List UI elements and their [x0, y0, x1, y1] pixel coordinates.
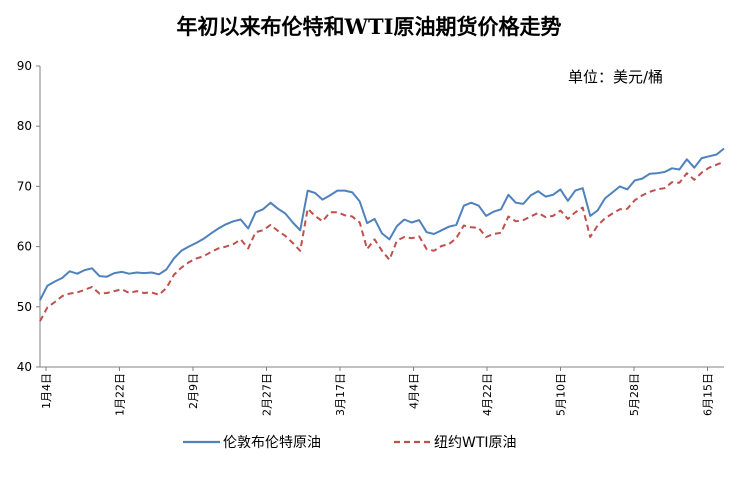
x-tick-label: 6月15日	[702, 373, 715, 416]
y-tick-label: 60	[17, 240, 32, 254]
x-tick-label: 1月4日	[40, 373, 53, 409]
x-tick-label: 4月22日	[481, 373, 494, 416]
x-tick-label: 5月28日	[628, 373, 641, 416]
unit-label: 单位：美元/桶	[568, 68, 663, 86]
legend-label-brent: 伦敦布伦特原油	[223, 435, 321, 451]
x-tick-label: 2月27日	[261, 373, 274, 416]
series-line-brent	[39, 147, 725, 301]
x-tick-label: 2月9日	[187, 373, 200, 409]
series-layer	[39, 147, 725, 322]
y-tick-label: 90	[17, 59, 32, 73]
x-tick-label: 1月22日	[114, 373, 127, 416]
y-axis-ticks: 40 50 60 70 80 90	[17, 59, 40, 374]
chart-title: 年初以来布伦特和WTI原油期货价格走势	[176, 14, 561, 39]
y-tick-label: 40	[17, 360, 32, 374]
y-tick-label: 50	[17, 300, 32, 314]
x-tick-label: 5月10日	[555, 373, 568, 416]
legend-label-wti: 纽约WTI原油	[434, 435, 517, 451]
series-line-wti	[39, 160, 725, 322]
legend: 伦敦布伦特原油 纽约WTI原油	[183, 435, 517, 451]
x-tick-label: 3月17日	[334, 373, 347, 416]
x-axis-ticks: 1月4日 1月22日 2月9日 2月27日 3月17日 4月4日 4月22日 5月10日 5月2…	[40, 367, 715, 416]
x-tick-label: 4月4日	[408, 373, 421, 409]
y-tick-label: 80	[17, 119, 32, 133]
y-tick-label: 70	[17, 179, 32, 193]
